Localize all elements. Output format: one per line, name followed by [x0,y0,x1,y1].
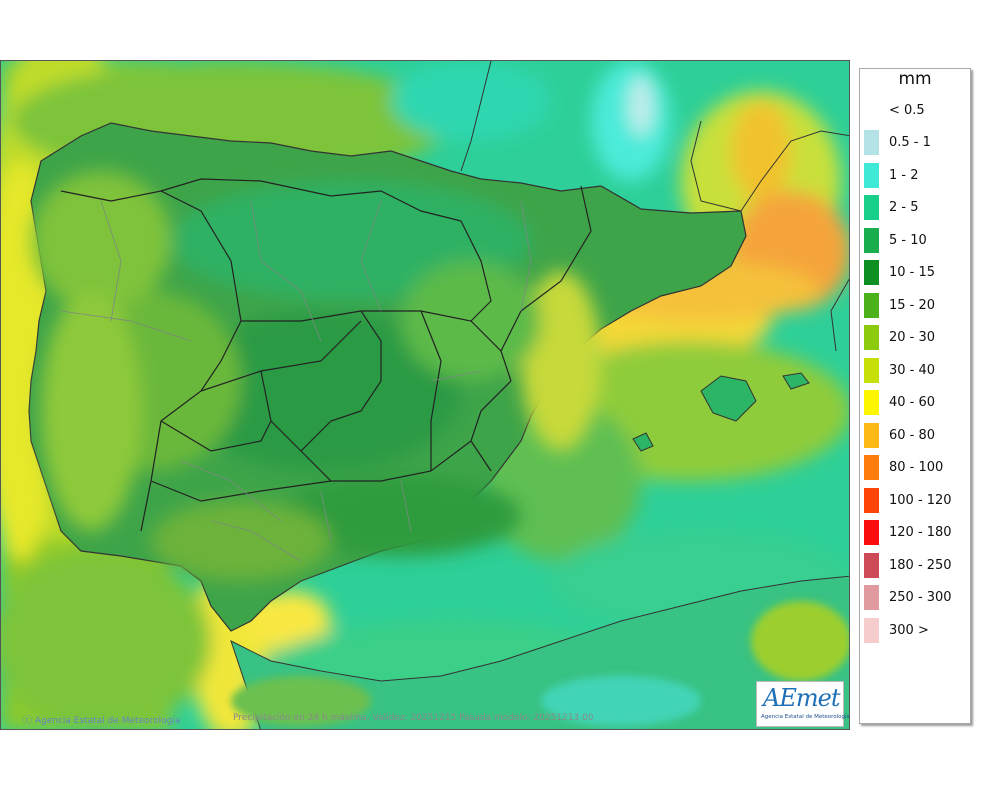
legend-swatch [864,455,879,480]
precipitation-map: ⓒ Agencia Estatal de Meteorología Precip… [0,60,850,730]
map-caption: Precipitación en 24 h máxima. Validez: 2… [233,713,594,723]
legend-swatch [864,325,879,350]
legend-item: 5 - 10 [864,226,927,254]
legend-swatch [864,260,879,285]
legend-label: 2 - 5 [889,200,919,215]
aemet-logo: AEmet Agencia Estatal de Meteorología [756,681,849,727]
legend-item: 180 - 250 [864,551,952,579]
legend-swatch [864,422,879,448]
legend-swatch [864,130,879,155]
legend-item: 40 - 60 [864,389,935,417]
legend-label: 120 - 180 [889,525,952,540]
province-borders [60,200,532,562]
legend-swatch [864,487,879,513]
gulf-coast [740,130,849,212]
france-coast [460,61,492,172]
legend-label: 1 - 2 [889,167,919,183]
logo-subtitle: Agencia Estatal de Meteorología [761,714,850,720]
legend-item: 0.5 - 1 [864,129,931,157]
legend-item: 80 - 100 [864,454,943,482]
legend-item: 30 - 40 [864,356,935,384]
region-borders [60,178,592,532]
legend-item: < 0.5 [864,96,925,124]
legend-label: 0.5 - 1 [889,135,931,150]
legend-item: 1 - 2 [864,161,919,189]
menorca [782,372,810,390]
legend-swatch [864,195,879,220]
legend-label: 180 - 250 [889,557,952,573]
legend-label: 40 - 60 [889,395,936,410]
legend-item: 20 - 30 [864,324,935,352]
legend-item: 10 - 15 [864,259,935,287]
legend-swatch [864,390,879,415]
legend-item: 2 - 5 [864,194,919,222]
precipitation-legend: mm < 0.5 0.5 - 1 1 - 2 2 - 5 5 - 10 10 - 15 15… [859,68,971,724]
legend-label: 250 - 300 [889,590,952,605]
legend-label: 10 - 15 [889,265,936,280]
france-mediterranean-coast [690,120,742,212]
legend-swatch [864,227,879,253]
legend-item: 300 > [864,616,929,644]
legend-unit: mm [898,69,932,89]
africa-precip [231,601,849,726]
legend-swatch [864,162,879,188]
legend-label: 300 > [889,622,929,638]
legend-label: 30 - 40 [889,362,936,378]
legend-item: 250 - 300 [864,584,952,612]
legend-label: 5 - 10 [889,232,927,248]
map-graphic [1,61,849,729]
legend-item: 120 - 180 [864,519,952,547]
legend-swatch [864,292,879,318]
agency-credit-text: Agencia Estatal de Meteorología [34,716,181,726]
legend-label: 80 - 100 [889,460,944,475]
legend-swatch [864,520,879,545]
legend-label: 60 - 80 [889,427,936,443]
sardinia-coast [830,278,849,352]
legend-swatch [864,552,879,578]
legend-label: 100 - 120 [889,492,952,508]
ibiza [632,432,654,452]
legend-swatch [864,357,879,383]
africa-coast [230,575,849,729]
legend-swatch [864,617,879,643]
legend-label: 15 - 20 [889,297,936,313]
legend-item: 60 - 80 [864,421,935,449]
legend-swatch [864,98,879,123]
legend-label: < 0.5 [889,102,925,118]
legend-item: 15 - 20 [864,291,935,319]
agency-credit: ⓒ Agencia Estatal de Meteorología [23,716,181,726]
legend-swatch [864,585,879,610]
logo-name: AEmet [763,684,840,712]
legend-label: 20 - 30 [889,330,936,345]
legend-item: 100 - 120 [864,486,952,514]
mallorca [700,375,757,422]
